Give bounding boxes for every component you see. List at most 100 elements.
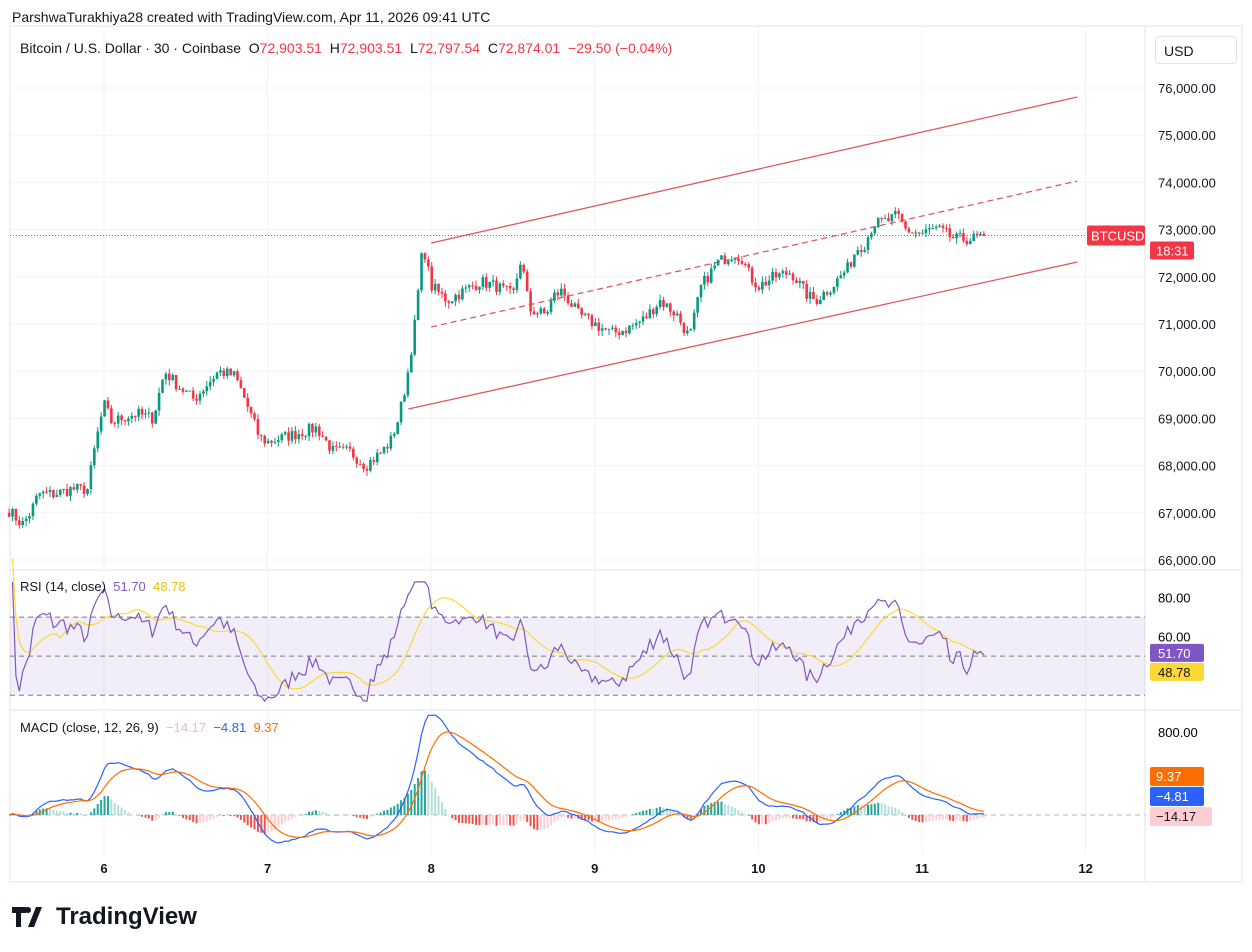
- candle-body: [655, 306, 658, 315]
- candle-body: [99, 416, 103, 432]
- candle-body: [82, 485, 86, 494]
- macd-histogram-bar: [727, 805, 730, 815]
- candle-body: [573, 303, 577, 307]
- candle-body: [911, 232, 914, 234]
- candle-body: [662, 300, 665, 307]
- macd-title[interactable]: MACD (close, 12, 26, 9): [20, 720, 159, 735]
- candle-body: [413, 319, 417, 355]
- candle-body: [549, 300, 553, 312]
- y-tick-label: 75,000.00: [1158, 128, 1216, 143]
- currency-button[interactable]: USD: [1155, 36, 1237, 64]
- x-tick-label: 7: [264, 861, 271, 876]
- candle-body: [754, 282, 757, 288]
- macd-histogram-bar: [277, 815, 280, 828]
- candle-body: [45, 491, 48, 493]
- signal-line: [9, 731, 985, 838]
- candle-body: [358, 463, 362, 465]
- candle-body: [369, 460, 372, 471]
- macd-histogram-bar: [52, 809, 55, 815]
- macd-histogram-bar: [543, 815, 546, 830]
- candle-body: [188, 390, 192, 392]
- candle-body: [386, 446, 389, 449]
- candle-body: [277, 440, 280, 442]
- candle-body: [958, 233, 962, 235]
- macd-histogram-bar: [440, 802, 443, 815]
- candle-body: [246, 397, 249, 407]
- last-price-countdown: 18:31: [1156, 244, 1189, 259]
- candle-body: [692, 312, 696, 330]
- macd-histogram-bar: [164, 812, 167, 815]
- candle-body: [556, 292, 560, 296]
- candle-body: [641, 316, 645, 322]
- candle-body: [740, 260, 744, 264]
- macd-histogram-bar: [880, 803, 883, 815]
- macd-tick-label: 800.00: [1158, 725, 1198, 740]
- macd-histogram-bar: [962, 815, 965, 821]
- macd-histogram-bar: [948, 815, 951, 821]
- macd-histogram-bar: [553, 815, 556, 823]
- macd-histogram-bar: [212, 815, 215, 819]
- last-price-label: [1087, 225, 1145, 246]
- macd-histogram-bar: [965, 815, 968, 822]
- low-label: L: [409, 40, 418, 56]
- macd-histogram-bar: [884, 804, 887, 815]
- candle-body: [812, 291, 815, 300]
- candle-body: [590, 315, 594, 327]
- change-value: −29.50 (−0.04%): [568, 40, 673, 56]
- macd-histogram-bar: [911, 815, 914, 820]
- rsi-value-tag: [1150, 643, 1204, 662]
- candle-body: [716, 259, 720, 266]
- symbol-legend: Bitcoin / U.S. Dollar · 30 · Coinbase O7…: [20, 40, 672, 56]
- candle-body: [181, 388, 185, 392]
- macd-histogram-bar: [502, 815, 505, 826]
- macd-histogram-bar: [829, 815, 832, 819]
- macd-histogram-bar: [720, 801, 723, 815]
- candle-body: [35, 495, 38, 504]
- macd-histogram-bar: [492, 815, 495, 825]
- rsi-title[interactable]: RSI (14, close): [20, 579, 106, 594]
- candle-body: [420, 253, 423, 291]
- y-tick-label: 70,000.00: [1158, 364, 1216, 379]
- candle-body: [304, 436, 307, 438]
- candle-body: [202, 391, 205, 394]
- candle-body: [781, 271, 785, 274]
- candle-body: [62, 488, 65, 490]
- signal-value: 9.37: [253, 720, 279, 735]
- symbol-name[interactable]: Bitcoin / U.S. Dollar · 30 · Coinbase: [20, 40, 241, 56]
- candle-body: [631, 325, 635, 327]
- candle-body: [818, 299, 822, 304]
- candle-body: [144, 413, 147, 415]
- channel-trend-line: [408, 261, 1078, 410]
- candle-body: [75, 484, 79, 490]
- macd-histogram-bar: [597, 815, 600, 823]
- tradingview-logo[interactable]: TradingView: [12, 903, 197, 931]
- macd-histogram-bar: [297, 815, 300, 816]
- macd-histogram-bar: [239, 815, 242, 820]
- macd-histogram-bar: [798, 815, 801, 819]
- macd-histogram-bar: [458, 815, 461, 823]
- candle-body: [21, 520, 25, 526]
- macd-histogram-bar: [573, 815, 576, 819]
- candle-body: [713, 265, 716, 269]
- candle-body: [801, 280, 805, 284]
- candle-body: [904, 221, 907, 229]
- candle-body: [106, 400, 110, 409]
- histogram-value-tag-text: −14.17: [1156, 809, 1196, 824]
- candle-body: [597, 322, 601, 331]
- y-tick-label: 74,000.00: [1158, 175, 1216, 190]
- macd-histogram-bar: [921, 815, 924, 823]
- macd-histogram-bar: [62, 811, 65, 815]
- candle-body: [147, 412, 151, 414]
- candle-body: [914, 232, 918, 234]
- candle-body: [979, 233, 982, 236]
- macd-histogram-bar: [389, 807, 392, 815]
- candle-body: [951, 236, 955, 239]
- candle-body: [525, 271, 529, 292]
- rsi-tick-label: 80.00: [1158, 591, 1191, 606]
- candle-body: [577, 303, 580, 309]
- macd-histogram-bar: [914, 815, 917, 822]
- candle-body: [842, 272, 846, 276]
- candle-body: [893, 211, 897, 215]
- macd-histogram-bar: [498, 815, 501, 826]
